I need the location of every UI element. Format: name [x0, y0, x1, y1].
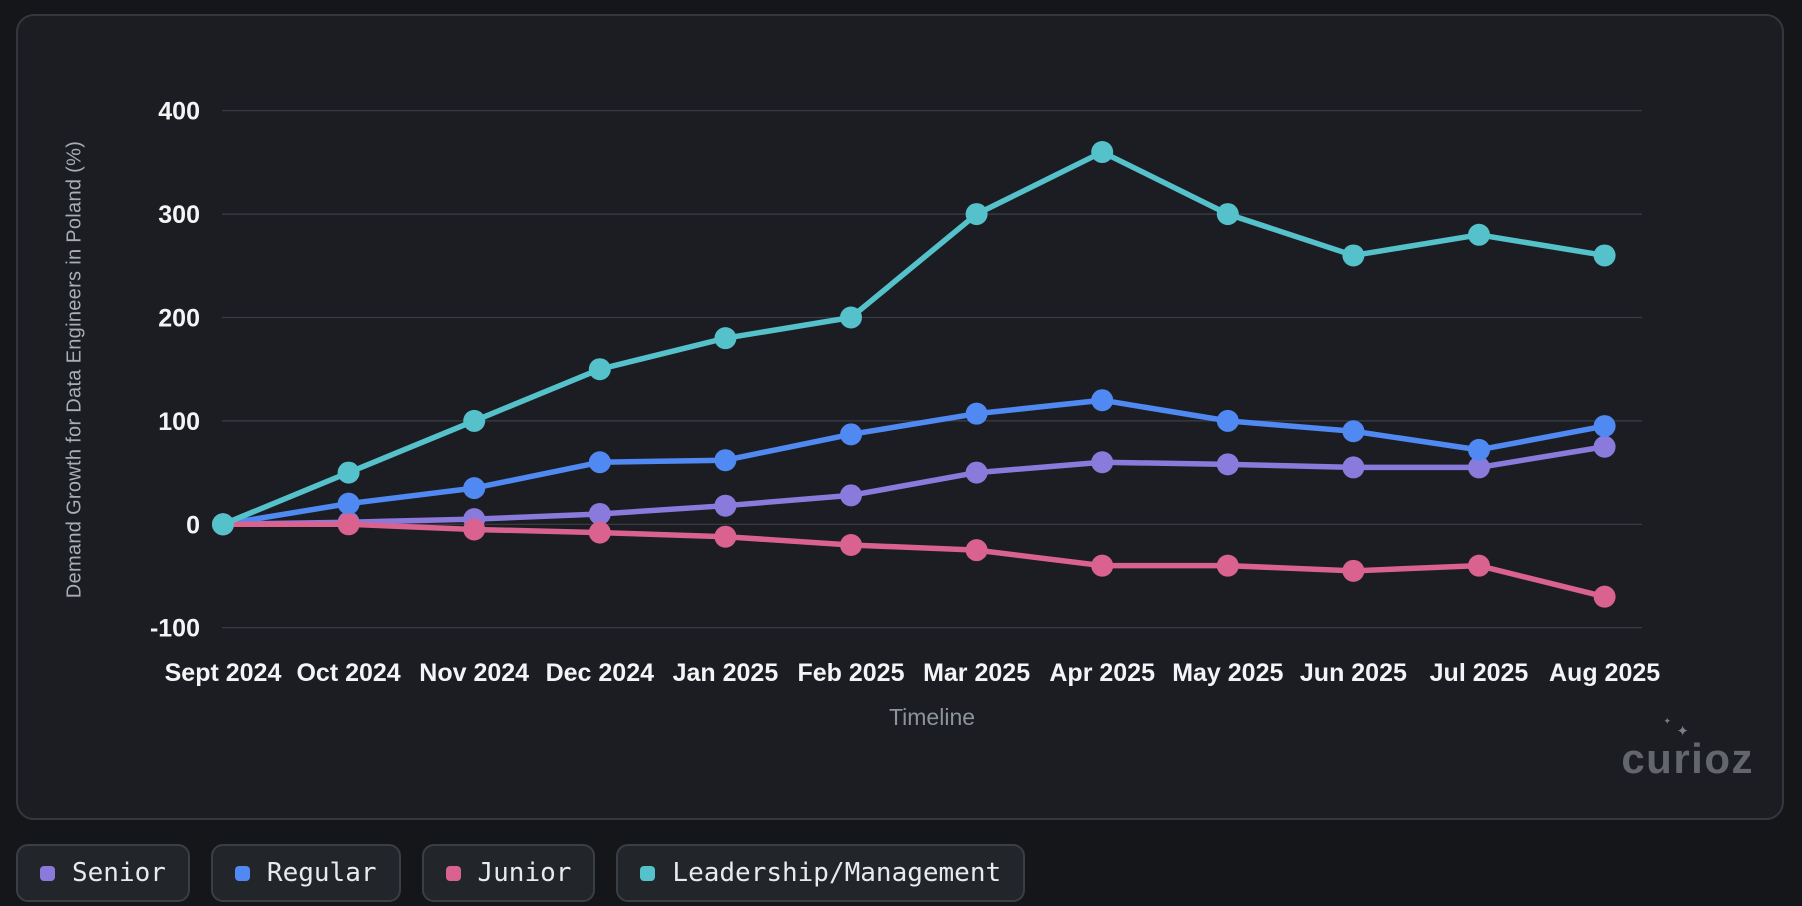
x-tick-label: Jun 2025 [1300, 659, 1407, 687]
data-point-regular-10[interactable] [1468, 438, 1490, 461]
y-tick-label: 400 [158, 98, 200, 126]
data-point-leadership-management-8[interactable] [1216, 203, 1239, 226]
data-point-regular-8[interactable] [1216, 409, 1239, 432]
x-tick-label: Oct 2024 [296, 659, 400, 687]
data-point-junior-7[interactable] [1091, 554, 1114, 577]
series-senior [212, 435, 1616, 536]
x-tick-label: Apr 2025 [1049, 659, 1155, 687]
series-line-junior [220, 521, 1608, 600]
series-junior [212, 513, 1616, 608]
y-tick-label: -100 [150, 615, 200, 643]
data-point-regular-5[interactable] [840, 423, 862, 446]
series-leadership-management [212, 141, 1616, 536]
data-point-senior-11[interactable] [1593, 435, 1616, 458]
data-point-regular-3[interactable] [588, 451, 611, 474]
data-point-regular-2[interactable] [463, 477, 486, 500]
sparkle-icon: ✦ [1676, 723, 1689, 740]
junior-swatch-icon [445, 865, 461, 881]
sparkle-icon: ✦ [1663, 716, 1671, 726]
data-point-senior-8[interactable] [1216, 453, 1239, 476]
data-point-senior-5[interactable] [840, 484, 862, 507]
legend-label: Junior [477, 858, 572, 888]
data-point-junior-9[interactable] [1342, 559, 1365, 582]
series-regular [212, 389, 1616, 536]
data-point-regular-11[interactable] [1593, 415, 1616, 438]
data-point-leadership-management-4[interactable] [714, 327, 737, 350]
x-tick-label: Mar 2025 [923, 659, 1030, 687]
chart-panel [16, 14, 1784, 820]
data-point-leadership-management-11[interactable] [1593, 244, 1616, 267]
gridlines [222, 110, 1642, 629]
data-point-junior-11[interactable] [1593, 585, 1616, 608]
data-point-senior-9[interactable] [1342, 456, 1365, 479]
data-point-junior-6[interactable] [965, 539, 988, 562]
data-point-senior-7[interactable] [1091, 451, 1114, 474]
data-point-senior-3[interactable] [588, 502, 611, 525]
data-point-leadership-management-5[interactable] [840, 306, 862, 329]
x-tick-label: May 2025 [1172, 659, 1283, 687]
y-tick-label: 0 [186, 511, 200, 539]
y-tick-label: 100 [158, 408, 200, 436]
data-point-leadership-management-6[interactable] [965, 203, 988, 226]
data-point-regular-6[interactable] [965, 402, 988, 425]
x-tick-label: Nov 2024 [419, 659, 529, 687]
legend-label: Senior [72, 858, 166, 888]
x-tick-label: Jul 2025 [1430, 659, 1529, 687]
legend-item-regular[interactable]: Regular [210, 844, 401, 902]
legend-item-senior[interactable]: Senior [16, 844, 190, 902]
x-tick-labels: Sept 2024 Oct 2024 Nov 2024 Dec 2024 Jan 202… [165, 659, 1661, 687]
data-point-leadership-management-2[interactable] [463, 409, 486, 432]
data-point-regular-4[interactable] [714, 449, 737, 472]
legend-label: Leadership/Management [672, 858, 1002, 888]
legend-label: Regular [266, 858, 377, 888]
series-line-senior [220, 444, 1608, 528]
legend-item-leadership-management[interactable]: Leadership/Management [616, 844, 1026, 902]
data-point-regular-7[interactable] [1091, 389, 1114, 412]
data-point-leadership-management-1[interactable] [337, 461, 360, 484]
data-point-senior-4[interactable] [714, 494, 737, 517]
x-tick-label: Dec 2024 [546, 659, 655, 687]
brand-watermark: curioz [1621, 735, 1754, 782]
x-tick-label: Aug 2025 [1549, 659, 1660, 687]
regular-swatch-icon [234, 865, 250, 881]
data-point-junior-5[interactable] [840, 533, 862, 556]
legend-item-junior[interactable]: Junior [421, 844, 596, 902]
x-axis-title: Timeline [888, 704, 976, 730]
data-point-regular-1[interactable] [337, 492, 360, 515]
data-point-senior-10[interactable] [1468, 456, 1490, 479]
data-point-leadership-management-7[interactable] [1091, 141, 1114, 164]
series-line-regular [220, 397, 1608, 528]
data-point-junior-1[interactable] [337, 513, 360, 536]
x-tick-label: Feb 2025 [797, 659, 904, 687]
data-point-junior-10[interactable] [1468, 554, 1490, 577]
data-point-junior-4[interactable] [714, 525, 737, 548]
y-tick-label: 300 [158, 201, 200, 229]
y-axis-title: Demand Growth for Data Engineers in Pola… [63, 140, 86, 599]
data-point-regular-9[interactable] [1342, 420, 1365, 443]
y-tick-labels: 400 300 200 100 0 -100 [150, 98, 200, 643]
x-tick-label: Jan 2025 [673, 659, 779, 687]
data-point-leadership-management-10[interactable] [1468, 223, 1490, 246]
data-point-leadership-management-0[interactable] [212, 513, 234, 536]
leadership-management-swatch-icon [640, 865, 656, 881]
senior-swatch-icon [40, 865, 55, 881]
data-point-leadership-management-9[interactable] [1342, 244, 1365, 267]
data-point-senior-6[interactable] [965, 461, 988, 484]
x-tick-label: Sept 2024 [165, 659, 282, 687]
data-point-leadership-management-3[interactable] [588, 358, 611, 381]
data-point-junior-3[interactable] [588, 521, 611, 544]
data-point-junior-2[interactable] [463, 518, 486, 541]
data-point-junior-8[interactable] [1216, 554, 1239, 577]
series-line-leadership-management [220, 149, 1608, 528]
chart-legend: Senior Regular Junior Leadership/Managem… [16, 844, 1026, 902]
y-tick-label: 200 [158, 305, 200, 333]
